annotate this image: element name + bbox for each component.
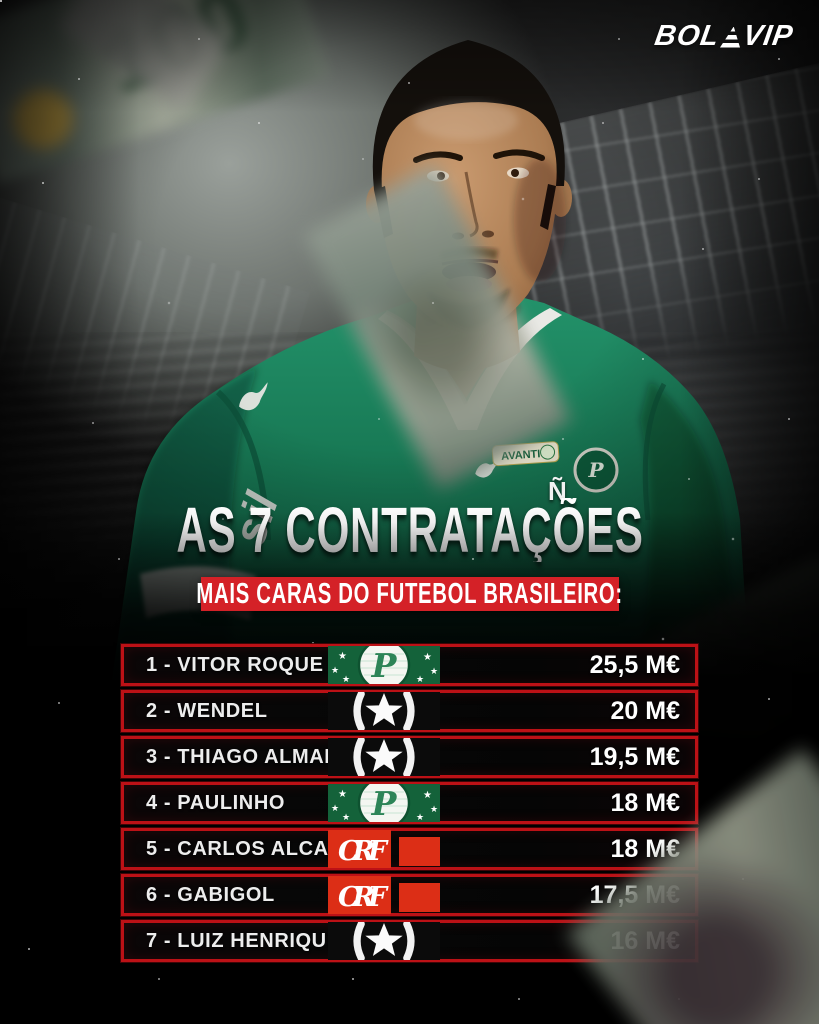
svg-text:★: ★	[342, 674, 350, 684]
subtitle-text: MAIS CARAS DO FUTEBOL BRASILEIRO:	[196, 577, 623, 610]
player-rank-name: 6 - GABIGOL	[146, 883, 275, 906]
bolavip-logo-left: BOL	[652, 20, 722, 52]
player-rank-name: 7 - LUIZ HENRIQUE	[146, 929, 341, 952]
table-row: 5 - CARLOS ALCARAZ CRF 18 M€	[121, 828, 698, 870]
svg-text:P: P	[371, 646, 398, 684]
bolavip-logo-right: VIP	[740, 20, 796, 52]
bolavip-a-mark-icon	[719, 27, 743, 49]
player-rank-name: 1 - VITOR ROQUE	[146, 653, 324, 676]
svg-text:P: P	[371, 784, 398, 822]
botafogo-badge-icon	[328, 922, 440, 960]
flamengo-badge-icon: CRF	[328, 876, 440, 914]
svg-text:★: ★	[338, 651, 347, 662]
player-rank-name: 2 - WENDEL	[146, 699, 268, 722]
svg-text:★: ★	[423, 790, 432, 801]
svg-text:★: ★	[416, 674, 424, 684]
svg-text:★: ★	[430, 666, 438, 676]
palmeiras-crest-chest-icon: P	[573, 447, 619, 493]
botafogo-badge-icon	[328, 738, 440, 776]
palmeiras-badge-icon: ★ ★ ★ ★ ★ ★ P	[328, 646, 440, 684]
svg-text:★: ★	[416, 812, 424, 822]
table-row: 1 - VITOR ROQUE ★ ★ ★ ★ ★ ★ P 25,5 M€	[121, 644, 698, 686]
transfer-fee: 18 M€	[610, 834, 680, 863]
bolavip-logo: BOL VIP	[652, 20, 796, 53]
headline-wrap: AS 7 CONTRATAÇÕES	[0, 498, 819, 562]
svg-text:★: ★	[331, 803, 339, 813]
player-rank-name: 3 - THIAGO ALMADA	[146, 745, 355, 768]
transfer-fee: 16 M€	[610, 926, 680, 955]
ranking-table: 1 - VITOR ROQUE ★ ★ ★ ★ ★ ★ P 25,5 M€ 2 - WENDEL 2…	[121, 644, 698, 962]
table-row: 7 - LUIZ HENRIQUE 16 M€	[121, 920, 698, 962]
svg-text:★: ★	[338, 789, 347, 800]
player-rank-name: 4 - PAULINHO	[146, 791, 286, 814]
flamengo-badge-icon: CRF	[328, 830, 440, 868]
svg-text:P: P	[587, 458, 604, 482]
svg-text:★: ★	[423, 652, 432, 663]
svg-text:★: ★	[342, 812, 350, 822]
svg-text:★: ★	[430, 804, 438, 814]
subtitle-banner: MAIS CARAS DO FUTEBOL BRASILEIRO:	[196, 577, 622, 611]
svg-text:★: ★	[331, 665, 339, 675]
table-row: 3 - THIAGO ALMADA 19,5 M€	[121, 736, 698, 778]
table-row: 6 - GABIGOL CRF 17,5 M€	[121, 874, 698, 916]
table-row: 4 - PAULINHO ★ ★ ★ ★ ★ ★ P 18 M€	[121, 782, 698, 824]
transfer-fee: 25,5 M€	[589, 650, 680, 679]
transfer-fee: 20 M€	[610, 696, 680, 725]
palmeiras-badge-icon: ★ ★ ★ ★ ★ ★ P	[328, 784, 440, 822]
transfer-fee: 17,5 M€	[589, 880, 680, 909]
table-row: 2 - WENDEL 20 M€	[121, 690, 698, 732]
botafogo-badge-icon	[328, 692, 440, 730]
page-title: AS 7 CONTRATAÇÕES	[175, 494, 644, 566]
transfer-fee: 19,5 M€	[589, 742, 680, 771]
avanti-patch: AVANTI	[491, 441, 560, 467]
transfer-fee: 18 M€	[610, 788, 680, 817]
